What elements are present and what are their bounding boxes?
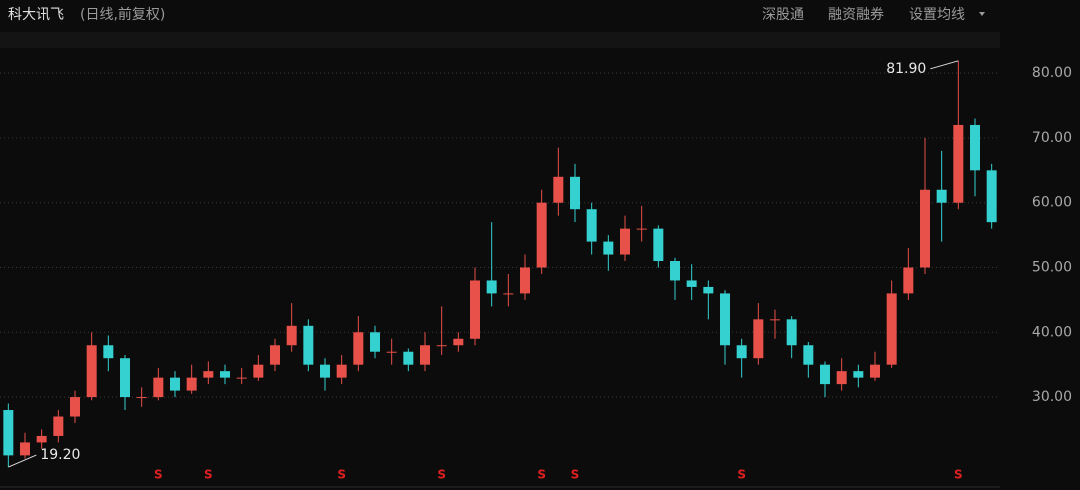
y-tick-label: 70.00 (1032, 130, 1072, 146)
candle-body (220, 371, 230, 378)
toolbar-item[interactable]: 深股通 (762, 7, 804, 23)
candle-body (686, 280, 697, 287)
extreme-arrow (8, 454, 37, 468)
candle-body (153, 377, 164, 398)
candle-body (586, 209, 597, 242)
candle-body (553, 176, 564, 203)
candle-body (653, 228, 664, 262)
candle-body (20, 442, 30, 456)
stock-name: 科大讯飞 (8, 7, 64, 23)
candle-body (136, 397, 147, 399)
candle-body (53, 416, 64, 436)
signal-marker: S (737, 468, 746, 482)
candle-body (353, 332, 364, 365)
extreme-label: 81.90 (886, 61, 926, 77)
candle-body (936, 189, 947, 203)
candle-body (453, 338, 464, 346)
candle-body (720, 293, 730, 346)
candle-body (970, 124, 980, 171)
chart-mode: (日线,前复权) (80, 6, 165, 23)
candle-body (370, 332, 380, 352)
signal-marker: S (154, 468, 163, 482)
candle-body (186, 377, 197, 391)
y-tick-label: 80.00 (1032, 65, 1072, 81)
candle-body (953, 124, 964, 203)
candle-body (503, 293, 514, 295)
candle-body (803, 345, 814, 365)
candle-body (986, 170, 997, 223)
candle-body (403, 351, 414, 365)
indicator-strip (0, 32, 1000, 48)
candle-body (420, 345, 430, 365)
candle-body (603, 241, 614, 255)
toolbar-item[interactable]: 设置均线 (909, 7, 965, 23)
candle-body (920, 189, 930, 268)
candle-body (836, 371, 847, 385)
candle-body (636, 228, 647, 230)
candle-body (903, 267, 914, 294)
candle-body (770, 319, 780, 321)
candle-body (853, 371, 864, 378)
signal-marker: S (571, 468, 580, 482)
candle-body (886, 293, 897, 365)
candle-body (536, 202, 547, 268)
candle-body (753, 319, 764, 359)
candle-body (470, 280, 480, 339)
signal-marker: S (337, 468, 346, 482)
candle-body (203, 371, 214, 378)
y-tick-label: 60.00 (1032, 195, 1072, 211)
candle-body (620, 228, 630, 255)
candle-body (520, 267, 530, 294)
y-tick-label: 30.00 (1032, 389, 1072, 405)
candle-body (436, 345, 447, 347)
candle-body (486, 280, 497, 294)
y-tick-label: 40.00 (1032, 324, 1072, 340)
candle-body (236, 377, 247, 379)
candle-body (120, 358, 130, 398)
candle-body (670, 261, 680, 281)
candle-body (270, 345, 280, 365)
extreme-label: 19.20 (40, 447, 80, 463)
candle-body (170, 377, 180, 391)
signal-marker: S (537, 468, 546, 482)
candle-body (103, 345, 114, 359)
candle-body (253, 364, 264, 378)
candle-body (286, 325, 297, 346)
candle-body (786, 319, 797, 346)
candle-body (303, 325, 314, 365)
candle-body (336, 364, 347, 378)
candle-body (70, 397, 80, 417)
signal-marker: S (954, 468, 963, 482)
candle-body (820, 364, 830, 385)
candle-body (870, 364, 880, 378)
signal-marker: S (204, 468, 213, 482)
candle-body (703, 286, 714, 294)
candle-body (736, 345, 747, 359)
toolbar-item[interactable]: 融资融券 (828, 7, 884, 23)
candle-body (36, 435, 47, 443)
candle-body (3, 410, 14, 456)
signal-marker: S (437, 468, 446, 482)
candle-body (320, 364, 330, 378)
dropdown-caret (979, 12, 985, 16)
candle-body (86, 345, 97, 398)
extreme-arrow (930, 60, 959, 70)
candle-body (570, 176, 580, 210)
candle-body (386, 351, 397, 353)
y-tick-label: 50.00 (1032, 260, 1072, 276)
